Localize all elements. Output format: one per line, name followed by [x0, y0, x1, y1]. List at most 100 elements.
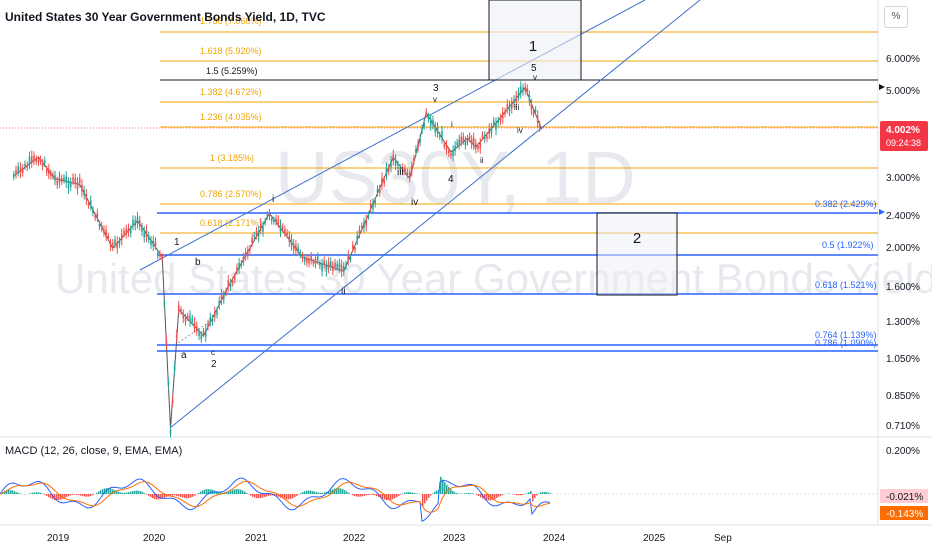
candle-body [488, 128, 491, 135]
candle-body [52, 174, 54, 177]
macd-hist-bar [376, 494, 378, 496]
wave-label: iii [397, 167, 404, 178]
candle-body [349, 257, 352, 260]
macd-hist-bar [190, 494, 192, 498]
macd-hist-bar [398, 494, 400, 496]
candle-body [358, 229, 361, 235]
target-box-1[interactable] [488, 0, 582, 81]
macd-hist-bar [406, 492, 408, 494]
percent-scale-button[interactable]: % [884, 6, 908, 28]
candle-body [35, 158, 38, 162]
macd-hist-bar [254, 494, 256, 498]
macd-hist-bar [428, 494, 430, 498]
macd-hist-bar [296, 494, 298, 496]
time-tick: 2024 [543, 533, 566, 544]
macd-hist-bar [390, 494, 392, 500]
macd-hist-bar [328, 491, 330, 494]
candle-body [445, 144, 448, 151]
candle-body [425, 111, 428, 115]
macd-hist-bar [470, 493, 472, 494]
fib-extension[interactable]: 1.786 (7.060%) 1.618 (5.920%) 1.5 (5.259… [160, 16, 878, 234]
countdown: 09:24:38 [886, 138, 921, 148]
macd-hist-bar [36, 492, 38, 494]
macd-hist-bar [148, 494, 150, 496]
candle-body [536, 115, 539, 123]
macd-hist-bar [290, 494, 292, 499]
candle-body [325, 265, 328, 272]
fib-retracement[interactable]: 0.382 (2.429%) 0.5 (1.922%) 0.618 (1.521… [157, 199, 878, 352]
candle-body [281, 226, 284, 229]
candle-body [39, 158, 42, 162]
macd-hist-bar [516, 494, 518, 496]
fib-ret-label: 0.5 (1.922%) [822, 240, 874, 250]
wave-label: iv [411, 197, 418, 208]
time-axis[interactable]: 2019 2020 2021 2022 2023 2024 2025 Sep [47, 533, 732, 544]
candle-body [432, 120, 434, 125]
candle-body [468, 135, 471, 139]
candle-body [497, 120, 500, 124]
macd-hist-bar [260, 494, 262, 499]
macd-hist-bar [252, 494, 254, 497]
time-tick: 2019 [47, 533, 70, 544]
candle-body [242, 257, 245, 262]
macd-hist-bar [382, 494, 384, 499]
macd-hist-bar [220, 492, 222, 494]
hist-value: -0.143% [886, 509, 923, 520]
macd-hist-bar [150, 494, 152, 498]
macd-hist-bar [310, 490, 312, 494]
candle-body [378, 188, 381, 193]
candle-body [220, 293, 223, 301]
candle-body [100, 225, 103, 229]
macd-hist-bar [108, 488, 110, 494]
macd-hist-bar [338, 488, 340, 494]
macd-hist-bar [514, 494, 516, 495]
candle-body [161, 256, 164, 259]
macd-hist-bar [444, 482, 446, 494]
macd-hist-bar [432, 493, 434, 494]
macd-hist-bar [308, 490, 310, 494]
macd-hist-bar [378, 494, 380, 497]
macd-title[interactable]: MACD (12, 26, close, 9, EMA, EMA) [5, 445, 183, 457]
price-tick: 1.600% [886, 282, 920, 293]
candle-body [522, 87, 524, 92]
candle-body [406, 172, 409, 175]
candle-body [390, 160, 392, 168]
candle-body [513, 99, 515, 104]
candle-body [227, 280, 230, 287]
macd-hist-bar [226, 491, 228, 494]
macd-hist-bar [30, 493, 32, 494]
candles [12, 81, 541, 438]
price-tick: 3.000% [886, 173, 920, 184]
price-tick: 1.050% [886, 354, 920, 365]
macd-hist-bar [262, 494, 264, 498]
candle-body [246, 250, 249, 255]
price-axis[interactable]: 6.000% 5.000% 3.000% 2.400% 2.000% 1.600… [886, 54, 920, 432]
candle-body [462, 136, 465, 141]
macd-hist-bar [282, 494, 284, 499]
target-box-2[interactable] [596, 212, 678, 296]
fib-ext-label: 1.382 (4.672%) [200, 87, 262, 97]
candle-body [24, 163, 26, 167]
chart-title[interactable]: United States 30 Year Government Bonds Y… [5, 10, 326, 24]
macd-hist-bar [476, 494, 478, 495]
candle-body [340, 265, 343, 272]
candle-body [21, 168, 24, 173]
macd-hist-bar [234, 489, 236, 494]
macd-hist-bar [186, 494, 188, 499]
last-price-badge [880, 121, 928, 151]
candle-body [524, 86, 527, 91]
candle-body [332, 265, 334, 271]
macd-hist-bar [528, 492, 530, 494]
macd-hist-bar [240, 489, 242, 494]
macd-hist-bar [360, 494, 362, 497]
candle-body [30, 155, 33, 163]
candle-body [229, 282, 232, 287]
candle-body [87, 203, 90, 206]
candle-body [129, 229, 132, 234]
macd-hist-bar [110, 488, 112, 494]
macd-hist-bar [314, 491, 316, 494]
candle-body [92, 209, 94, 213]
candle-body [466, 138, 469, 142]
